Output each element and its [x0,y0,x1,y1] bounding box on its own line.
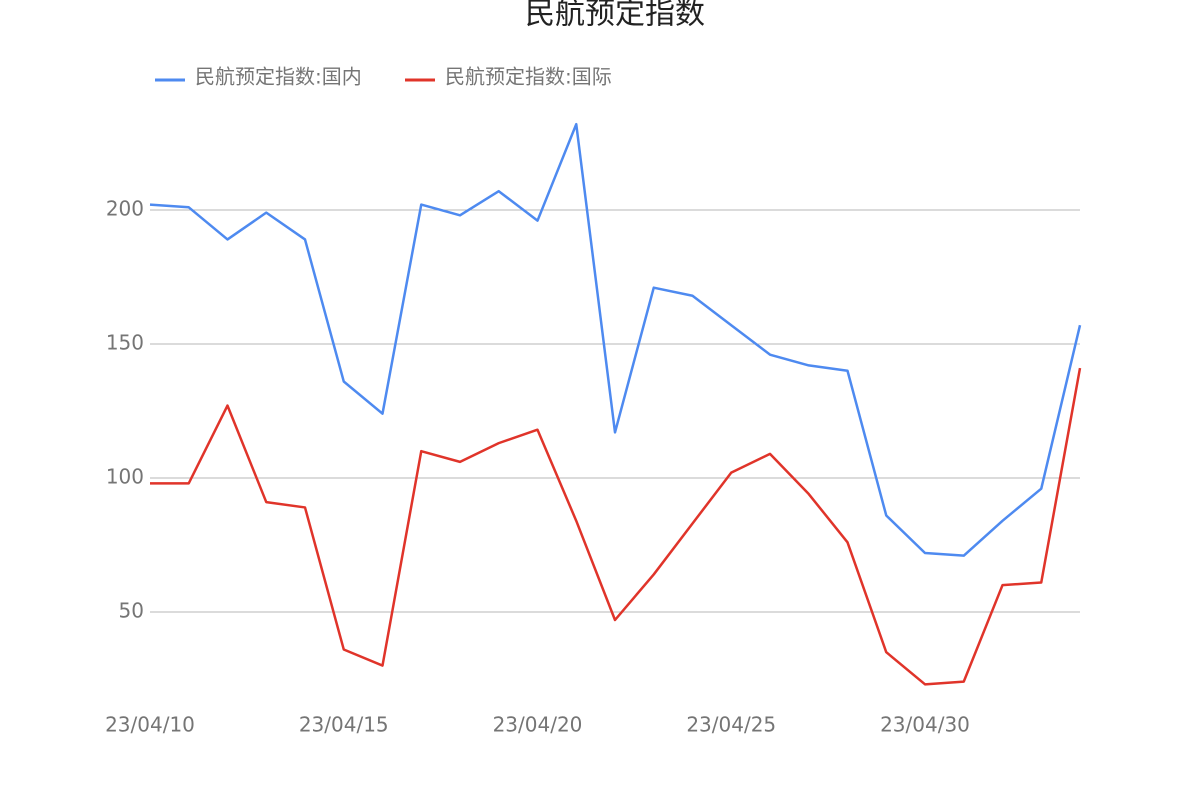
chart-title: 民航预定指数 [525,0,705,32]
data-line [149,122,1082,557]
y-tick-label: 50 [119,598,144,622]
x-tick-label: 23/04/20 [493,713,583,737]
x-tick-label: 23/04/30 [880,713,970,737]
y-tick-label: 150 [106,330,144,354]
x-tick-label: 23/04/15 [299,713,389,737]
x-tick-label: 23/04/10 [105,713,195,737]
legend-label: 民航预定指数:国内 [195,65,362,89]
y-tick-label: 100 [106,464,144,488]
legend-label: 民航预定指数:国际 [445,65,612,89]
x-tick-label: 23/04/25 [686,713,776,737]
y-tick-label: 200 [106,196,144,220]
data-line [150,367,1082,686]
